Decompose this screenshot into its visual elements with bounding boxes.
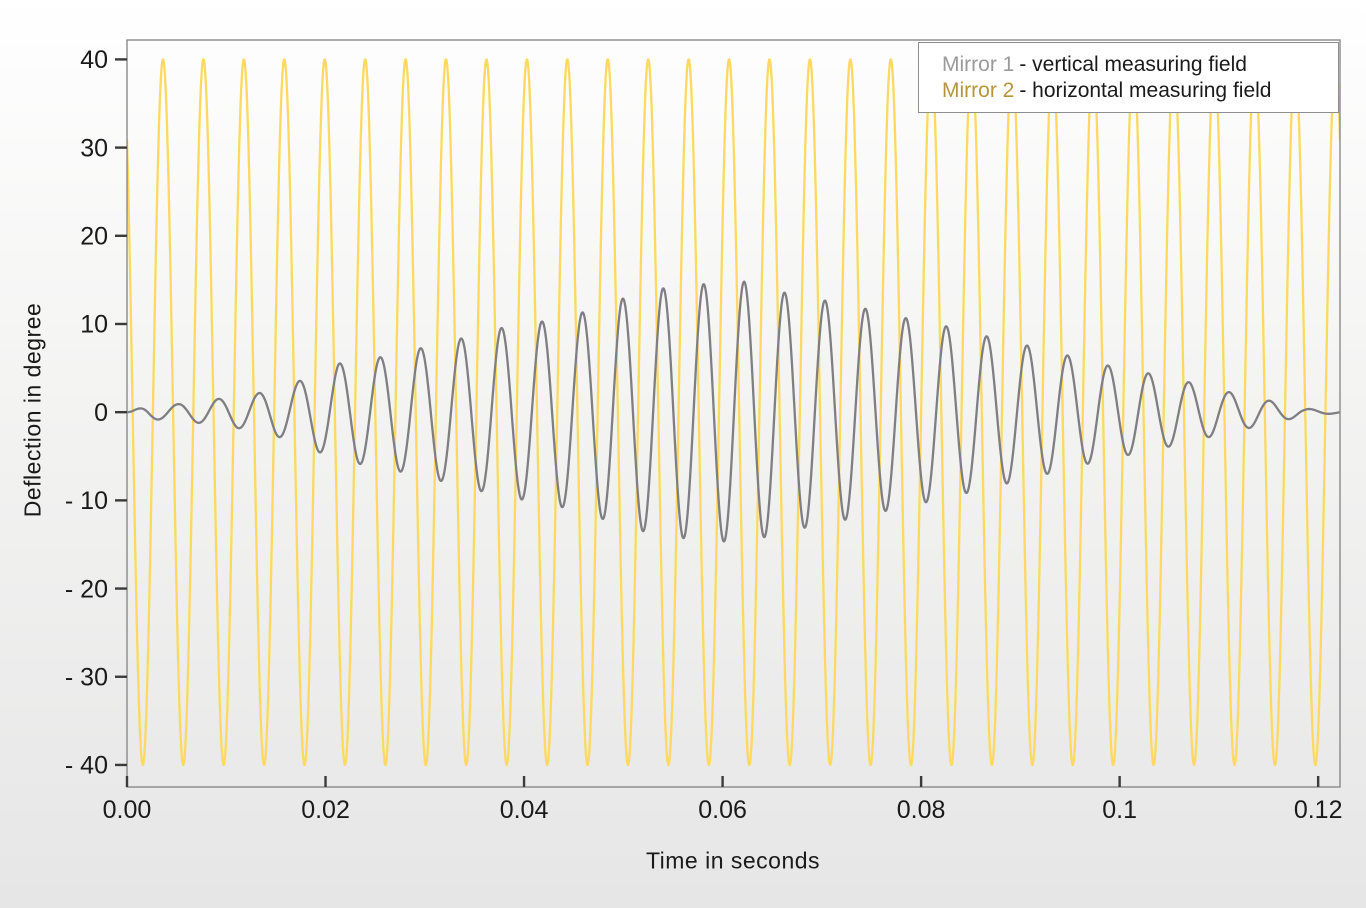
plot-border (126, 39, 1341, 788)
y-tick-label: 40 (80, 46, 108, 74)
legend-entry-mirror1: Mirror 1- vertical measuring field (942, 52, 1338, 78)
y-tick-label: 30 (80, 134, 108, 162)
x-tick-label: 0.12 (1294, 796, 1343, 824)
legend-series-name-mirror1: Mirror 1 (942, 52, 1015, 76)
legend-series-name-mirror2: Mirror 2 (942, 78, 1015, 102)
y-tick-label: 0 (94, 399, 108, 427)
x-axis-title: Time in seconds (645, 847, 821, 874)
y-tick-label: - 10 (65, 487, 108, 515)
y-tick-label: - 30 (65, 664, 108, 692)
y-tick-label: - 40 (65, 752, 108, 780)
legend-entry-mirror2: Mirror 2- horizontal measuring field (942, 78, 1338, 104)
legend-series-desc-mirror1: - vertical measuring field (1019, 52, 1247, 76)
series-line-mirror2 (127, 58, 1340, 767)
y-tick-label: 10 (80, 311, 108, 339)
x-tick-label: 0.1 (1102, 796, 1137, 824)
x-tick-label: 0.04 (500, 796, 549, 824)
x-tick-label: 0.02 (301, 796, 350, 824)
y-tick-label: 20 (80, 223, 108, 251)
y-axis-title: Deflection in degree (19, 302, 46, 518)
y-tick-label: - 20 (65, 575, 108, 603)
x-tick-label: 0.08 (897, 796, 946, 824)
legend-series-desc-mirror2: - horizontal measuring field (1019, 78, 1272, 102)
x-tick-label: 0.00 (103, 796, 152, 824)
legend: Mirror 1- vertical measuring field Mirro… (918, 42, 1339, 113)
series-line-mirror1 (127, 280, 1340, 543)
x-tick-label: 0.06 (698, 796, 747, 824)
